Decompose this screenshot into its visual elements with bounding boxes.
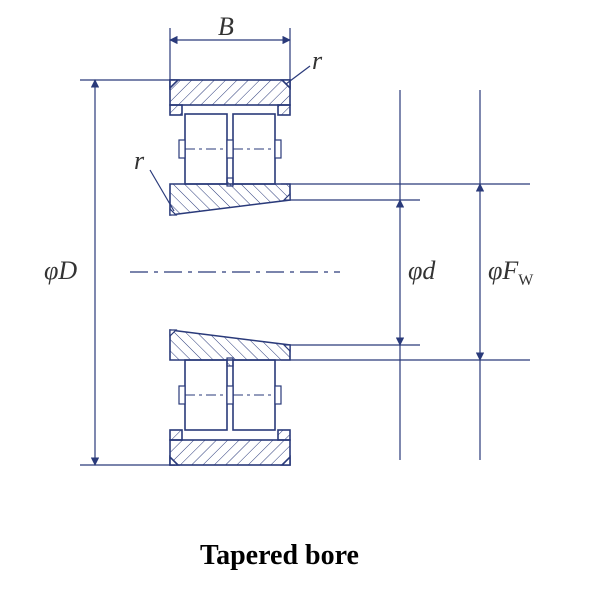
diagram-canvas: B r r φD φd φFW Tapered bore	[0, 0, 600, 600]
dim-phiD	[80, 80, 175, 465]
bearing-svg	[0, 0, 600, 600]
label-phiFw: φFW	[488, 256, 533, 290]
diagram-title: Tapered bore	[200, 540, 359, 572]
label-B: B	[218, 12, 234, 42]
dim-phid	[290, 90, 420, 460]
label-r-inner: r	[134, 146, 144, 176]
outer-ring-top	[170, 80, 290, 115]
label-phid: φd	[408, 256, 435, 286]
label-r-top: r	[312, 46, 322, 76]
outer-ring-bottom	[170, 430, 290, 465]
rollers-bottom	[179, 360, 281, 430]
inner-ring-top	[170, 178, 290, 215]
rollers-top	[179, 114, 281, 184]
inner-ring-bottom	[170, 330, 290, 366]
label-phiD: φD	[44, 256, 77, 286]
